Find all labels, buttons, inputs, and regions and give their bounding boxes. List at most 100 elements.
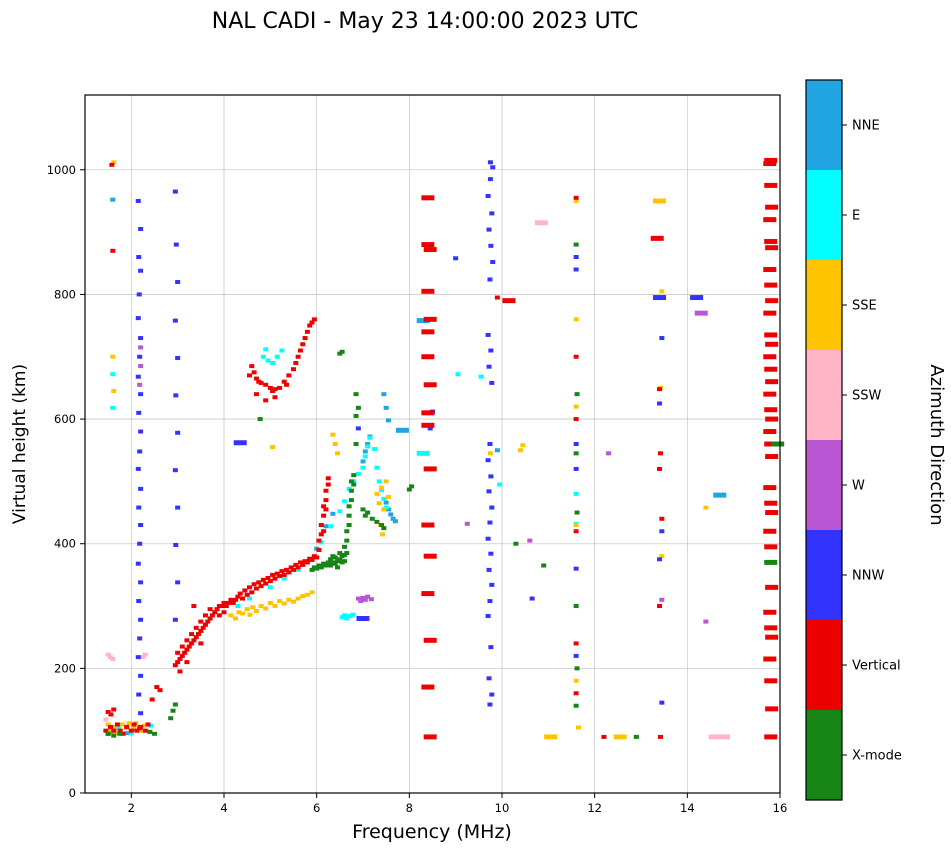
colorbar-segment-e bbox=[806, 170, 842, 261]
data-point-vertical bbox=[237, 591, 243, 596]
data-point-nnw bbox=[138, 268, 144, 273]
data-point-nne bbox=[385, 418, 391, 423]
data-point-e bbox=[381, 496, 387, 501]
data-point-x-mode bbox=[105, 731, 111, 736]
data-point-vertical bbox=[295, 354, 301, 359]
data-point-nnw bbox=[485, 536, 491, 541]
data-point-vertical bbox=[274, 571, 280, 576]
data-dash-vertical bbox=[763, 310, 777, 316]
data-point-e bbox=[263, 347, 269, 352]
data-point-x-mode bbox=[353, 392, 359, 397]
data-point-x-mode bbox=[351, 473, 357, 478]
data-point-nnw bbox=[136, 410, 142, 415]
data-dash-vertical bbox=[765, 510, 779, 516]
data-point-vertical bbox=[105, 709, 111, 714]
data-dash-vertical bbox=[763, 217, 777, 223]
data-point-x-mode bbox=[335, 565, 341, 570]
x-tick-label: 16 bbox=[773, 801, 788, 815]
y-tick-label: 400 bbox=[54, 537, 76, 551]
data-point-x-mode bbox=[314, 566, 320, 571]
data-point-vertical bbox=[297, 348, 303, 353]
data-point-vertical bbox=[318, 523, 324, 528]
data-point-nne bbox=[388, 512, 394, 517]
data-point-vertical bbox=[293, 360, 299, 365]
data-point-nnw bbox=[487, 160, 493, 165]
data-point-x-mode bbox=[573, 604, 579, 609]
data-point-x-mode bbox=[381, 526, 387, 531]
data-dash-vertical bbox=[765, 416, 779, 422]
colorbar-label-nnw: NNW bbox=[852, 569, 884, 584]
data-point-nne bbox=[365, 442, 371, 446]
data-point-nnw bbox=[486, 676, 492, 681]
data-point-vertical bbox=[300, 562, 306, 567]
data-dash-vertical bbox=[763, 267, 777, 272]
data-point-vertical bbox=[200, 625, 206, 630]
data-point-vertical bbox=[214, 607, 220, 612]
data-point-x-mode bbox=[172, 702, 178, 707]
data-point-sse bbox=[286, 597, 292, 602]
data-dash-sse bbox=[653, 198, 667, 204]
data-point-vertical bbox=[657, 451, 663, 456]
data-point-x-mode bbox=[168, 716, 174, 721]
data-point-e bbox=[260, 354, 266, 359]
data-point-vertical bbox=[253, 586, 259, 591]
data-point-vertical bbox=[193, 625, 199, 630]
data-point-vertical bbox=[277, 385, 283, 390]
y-tick-label: 1000 bbox=[47, 163, 76, 177]
data-point-nnw bbox=[489, 380, 495, 385]
data-point-vertical bbox=[309, 557, 315, 562]
data-point-vertical bbox=[251, 582, 257, 587]
data-point-e bbox=[341, 613, 347, 618]
data-point-sse bbox=[228, 613, 234, 618]
data-point-nnw bbox=[175, 505, 181, 510]
data-point-x-mode bbox=[360, 507, 366, 512]
data-point-vertical bbox=[235, 594, 241, 599]
data-point-ssw bbox=[140, 655, 146, 660]
data-point-w bbox=[464, 521, 470, 526]
data-dash-vertical bbox=[421, 522, 435, 528]
data-point-nnw bbox=[573, 653, 579, 658]
data-point-sse bbox=[263, 606, 269, 611]
data-point-sse bbox=[138, 728, 144, 733]
data-point-e bbox=[274, 354, 280, 359]
data-point-nnw bbox=[175, 355, 181, 360]
data-point-x-mode bbox=[355, 405, 361, 410]
data-point-vertical bbox=[249, 364, 255, 369]
data-point-sse bbox=[107, 728, 113, 733]
data-point-e bbox=[344, 616, 350, 621]
data-point-e bbox=[347, 614, 353, 619]
data-point-e bbox=[341, 499, 347, 504]
data-point-x-mode bbox=[332, 555, 338, 560]
data-point-x-mode bbox=[573, 703, 579, 708]
data-point-sse bbox=[236, 610, 242, 615]
data-point-e bbox=[246, 596, 252, 601]
data-point-nne bbox=[360, 459, 366, 464]
data-point-sse bbox=[270, 445, 276, 450]
data-point-vertical bbox=[314, 555, 320, 560]
data-dash-nnw bbox=[690, 295, 704, 301]
data-dash-vertical bbox=[765, 204, 779, 210]
colorbar: NNE E SSE SSW W NNW Vertical X-mode bbox=[805, 79, 902, 801]
data-point-sse bbox=[111, 724, 117, 729]
data-point-vertical bbox=[191, 604, 197, 609]
data-point-vertical bbox=[293, 562, 299, 567]
data-point-nnw bbox=[138, 392, 144, 397]
data-point-sse bbox=[385, 494, 391, 499]
x-axis-label: Frequency (MHz) bbox=[352, 821, 512, 843]
colorbar-label-sse: SSE bbox=[852, 299, 877, 314]
data-point-nne bbox=[323, 524, 329, 529]
data-dash-nne bbox=[395, 427, 409, 433]
data-point-e bbox=[478, 374, 484, 379]
data-dash-vertical bbox=[502, 298, 516, 304]
data-point-vertical bbox=[325, 482, 331, 487]
data-point-x-mode bbox=[325, 560, 331, 565]
data-point-vertical bbox=[103, 728, 109, 733]
data-point-vertical bbox=[295, 565, 301, 570]
data-point-nne bbox=[330, 511, 336, 516]
data-point-sse bbox=[267, 600, 273, 605]
data-point-sse bbox=[573, 523, 579, 528]
x-tick-label: 4 bbox=[220, 801, 227, 815]
data-point-vertical bbox=[179, 653, 185, 658]
data-point-vertical bbox=[212, 610, 218, 615]
data-dash-vertical bbox=[421, 288, 435, 294]
